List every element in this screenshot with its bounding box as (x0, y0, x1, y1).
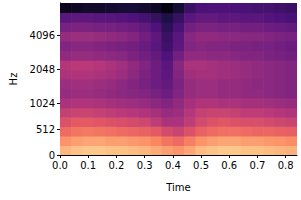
svg-text:0: 0 (48, 149, 55, 161)
svg-text:0.3: 0.3 (137, 160, 153, 171)
svg-text:0.8: 0.8 (278, 160, 294, 171)
svg-text:1024: 1024 (30, 98, 55, 109)
svg-text:0.4: 0.4 (165, 160, 181, 171)
svg-text:512: 512 (36, 124, 55, 135)
svg-text:0.7: 0.7 (250, 160, 266, 171)
svg-text:0.0: 0.0 (52, 160, 68, 171)
svg-text:0.2: 0.2 (108, 160, 124, 171)
svg-text:0.1: 0.1 (80, 160, 96, 171)
svg-text:2048: 2048 (30, 64, 55, 75)
svg-text:Hz: Hz (8, 73, 19, 86)
svg-text:4096: 4096 (30, 30, 55, 41)
svg-text:Time: Time (165, 182, 190, 193)
svg-text:0.6: 0.6 (221, 160, 237, 171)
svg-text:0.5: 0.5 (193, 160, 209, 171)
